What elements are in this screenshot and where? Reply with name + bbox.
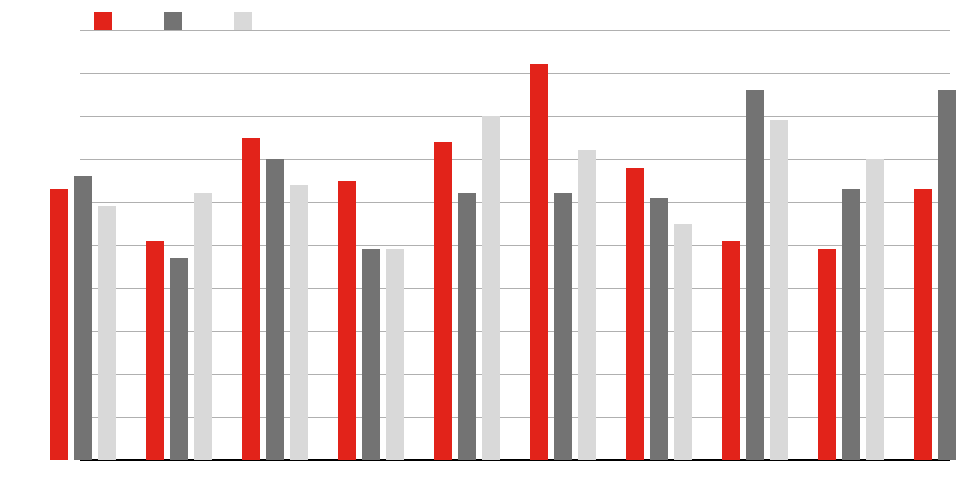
bar [914, 189, 932, 460]
bar [266, 159, 284, 460]
bar [74, 176, 92, 460]
gridline [80, 30, 950, 31]
legend-swatch [234, 12, 252, 30]
gridline [80, 116, 950, 117]
bar [530, 64, 548, 460]
bar [242, 138, 260, 461]
bar [770, 120, 788, 460]
bar [338, 181, 356, 461]
bar-group [626, 168, 692, 460]
bar-group [242, 138, 308, 461]
chart-container [0, 0, 960, 500]
bar [482, 116, 500, 460]
legend [94, 12, 252, 30]
bar [386, 249, 404, 460]
bar-group [818, 159, 884, 460]
bar [674, 224, 692, 461]
gridline [80, 73, 950, 74]
bar [626, 168, 644, 460]
bar [578, 150, 596, 460]
legend-swatch [164, 12, 182, 30]
bar [938, 90, 956, 460]
bar [842, 189, 860, 460]
bar [50, 189, 68, 460]
legend-item [234, 12, 252, 30]
bar [722, 241, 740, 460]
plot-area [80, 30, 950, 460]
bar-group [50, 176, 116, 460]
bar-group [530, 64, 596, 460]
bar-group [722, 90, 788, 460]
bar [146, 241, 164, 460]
bar [746, 90, 764, 460]
bar [458, 193, 476, 460]
bar [98, 206, 116, 460]
legend-item [164, 12, 182, 30]
bar [818, 249, 836, 460]
bar [434, 142, 452, 460]
bar [170, 258, 188, 460]
bar [554, 193, 572, 460]
bar-group [914, 90, 960, 460]
bar [866, 159, 884, 460]
bar-group [434, 116, 500, 460]
bar-group [146, 193, 212, 460]
bar [362, 249, 380, 460]
bar [194, 193, 212, 460]
legend-swatch [94, 12, 112, 30]
bar [650, 198, 668, 460]
legend-item [94, 12, 112, 30]
bar-group [338, 181, 404, 461]
bar [290, 185, 308, 460]
